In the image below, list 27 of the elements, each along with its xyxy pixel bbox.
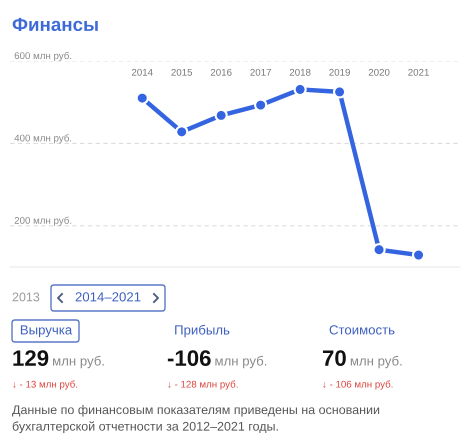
- text: 129: [13, 350, 48, 366]
- x-tick-label: 2017: [250, 68, 271, 76]
- text: 70: [322, 350, 346, 366]
- text: 2014–2021: [76, 292, 140, 302]
- x-tick-label: 2021: [408, 68, 429, 76]
- x-tick-label: 2016: [210, 68, 232, 76]
- category-label: Стоимость: [330, 325, 394, 335]
- category-label: Прибыль: [175, 324, 230, 338]
- category-label: Выручка: [20, 325, 72, 338]
- text: ↓ - 106 млн руб.: [323, 380, 392, 390]
- text: -106: [168, 350, 211, 366]
- chart-title: Финансы: [12, 18, 98, 32]
- x-tick-label: 2014: [132, 68, 153, 76]
- text: Данные по финансовым показателям приведены на основании бухгалтерской отчетности за 2012–2021 годы.: [12, 405, 380, 434]
- y-tick-label: 400 млн руб.: [14, 134, 72, 144]
- y-tick-label: 600 млн руб.: [14, 52, 72, 61]
- y-tick-label: 200 млн руб.: [14, 216, 72, 226]
- x-tick-label: 2015: [171, 68, 192, 76]
- text: млн руб.: [53, 356, 104, 368]
- text: ↓ - 13 млн руб.: [13, 380, 78, 390]
- text: млн руб.: [350, 356, 402, 368]
- text: млн руб.: [215, 356, 266, 368]
- x-tick-label: 2020: [368, 68, 390, 76]
- x-tick-label: 2018: [290, 68, 311, 76]
- text: 2013: [12, 292, 40, 302]
- text: ↓ - 128 млн руб.: [168, 380, 238, 390]
- x-tick-label: 2019: [329, 68, 350, 76]
